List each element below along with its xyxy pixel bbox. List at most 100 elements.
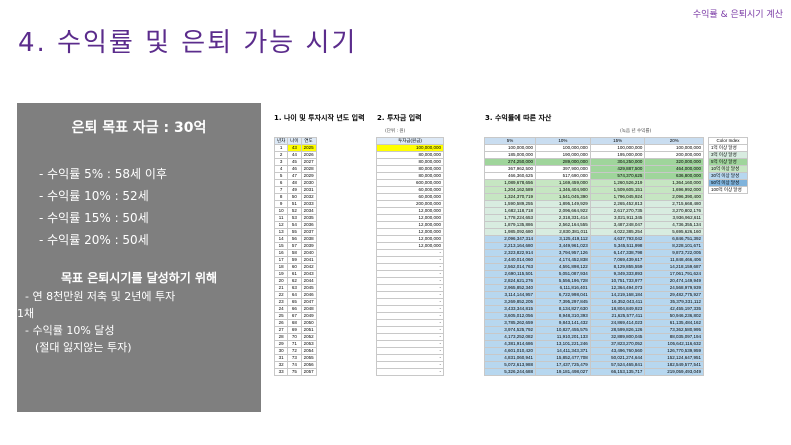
rate-line: - 수익률 5% : 58세 이후 (39, 167, 167, 181)
table-cell: 320,000,000 (644, 158, 704, 166)
table-cell: 12,000,000 (376, 214, 444, 222)
table-cell: 13 (273, 228, 289, 236)
table-cell: 1,324,370,719 (484, 193, 536, 201)
table-cell: 49 (287, 186, 302, 194)
table-cell: 2,830,381,011 (534, 228, 591, 236)
table-cell: 3,487,248,047 (589, 221, 646, 229)
table-row: 4,601,010,420 14,411,343,371 43,496,760,56… (484, 347, 704, 355)
table-cell: 1,089,678,656 (484, 179, 536, 187)
color-index-legend: Color Index 1억 이상 달성 3억 이상 달성 5억 이상 달성 10억 … (708, 137, 748, 194)
table-cell: 1,346,404,900 (534, 186, 591, 194)
col-header: 15% (589, 137, 646, 145)
table-cell: - (376, 298, 444, 306)
table-cell: - (376, 333, 444, 341)
table-row: 12,000,000 (376, 242, 444, 250)
table-cell: 3,936,962,611 (644, 214, 704, 222)
table-cell: 29,482,775,927 (644, 291, 704, 299)
table-cell: 37,823,270,052 (589, 340, 646, 348)
table-row: - (376, 270, 444, 278)
table-cell: 18,804,849,923 (589, 305, 646, 313)
table-cell: 14,219,168,184 (589, 291, 646, 299)
table-row: 2 44 2026 (273, 151, 317, 159)
table-row: - (376, 319, 444, 327)
table-row: 25 67 2049 (273, 312, 317, 320)
table-row: 15 57 2039 (273, 242, 317, 250)
table-cell: 1,879,135,886 (484, 221, 536, 229)
table-cell: - (376, 256, 444, 264)
table-row: 3,785,262,659 9,843,141,432 24,869,414,023… (484, 319, 704, 327)
table-row: 5,326,244,688 19,181,498,027 66,153,135,71… (484, 368, 704, 376)
table-cell: 9 (273, 200, 289, 208)
table-cell: 12,364,494,073 (589, 284, 646, 292)
table-cell: 28,599,826,126 (589, 326, 646, 334)
table-cell: 1,985,092,680 (484, 228, 536, 236)
table-cell: 51 (287, 200, 302, 208)
table-cell: 2 (273, 151, 289, 159)
table-cell: 24,568,979,939 (644, 284, 704, 292)
col-header: 년차 (273, 137, 289, 145)
table-cell: 24 (273, 305, 289, 313)
table-cell: 15 (273, 242, 289, 250)
table-row: - (376, 277, 444, 285)
goal-line: - 수익률 10% 달성 (25, 324, 115, 337)
legend-item: 1억 이상 달성 (708, 144, 748, 152)
table-row: 8 50 2032 (273, 193, 317, 201)
table-cell: 100,000,000 (484, 144, 536, 152)
goal-heading: 목표 은퇴시기를 달성하기 위해 (60, 271, 218, 285)
table-cell: 3,605,012,056 (484, 312, 536, 320)
table-cell: 57,524,465,841 (589, 361, 646, 369)
table-cell: 2,690,115,501 (484, 270, 536, 278)
table-cell: 2047 (300, 298, 317, 306)
table-cell: 7,069,439,617 (589, 256, 646, 264)
table-cell: 397,900,000 (534, 165, 591, 173)
table-row: 12,000,000 (376, 235, 444, 243)
table-cell: 2036 (300, 221, 317, 229)
table-cell: 28 (273, 333, 289, 341)
table-cell: 9,873,722,005 (644, 249, 704, 257)
table-row: 1,879,135,886 2,562,164,555 3,487,248,047 4… (484, 221, 704, 229)
table-cell: - (376, 354, 444, 362)
table-row: 16 58 2040 (273, 249, 317, 257)
table-cell: 600,000,000 (376, 179, 444, 187)
table-row: - (376, 291, 444, 299)
table-cell: 2035 (300, 214, 317, 222)
table-row: 2,213,164,680 3,449,961,023 5,345,511,998 8… (484, 242, 704, 250)
goal-line: - 연 8천만원 저축 및 2년에 투자 (25, 290, 176, 303)
table-row: 100,000,000 100,000,000 100,000,000 100,000… (484, 144, 704, 152)
table-row: 185,000,000 190,000,000 195,000,000 200,000… (484, 151, 704, 159)
legend-row: 30억 이상 달성 (708, 172, 748, 180)
table-cell: 16,352,043,411 (589, 298, 646, 306)
table-row: 600,000,000 (376, 179, 444, 187)
table-row: 80,000,000 (376, 165, 444, 173)
table-row: 17 59 2041 (273, 256, 317, 264)
table-cell: 8,129,855,559 (589, 263, 646, 271)
table-cell: 182,549,577,541 (644, 361, 704, 369)
legend-row: 5억 이상 달성 (708, 158, 748, 166)
table-cell: 58 (287, 249, 302, 257)
table-cell: 23 (273, 298, 289, 306)
table-cell: 61 (287, 270, 302, 278)
legend-item: 50억 이상 달성 (708, 179, 748, 187)
table-cell: 1,796,045,924 (589, 193, 646, 201)
table-cell: 63 (287, 284, 302, 292)
table-cell: 17,061,791,624 (644, 270, 704, 278)
legend-row: 3억 이상 달성 (708, 151, 748, 159)
table-cell: 2031 (300, 186, 317, 194)
table-cell: 12,000,000 (376, 207, 444, 215)
table-cell: 2052 (300, 333, 317, 341)
col-header: 5% (484, 137, 536, 145)
table-cell: 1,204,162,589 (484, 186, 536, 194)
table-row: 23 65 2047 (273, 298, 317, 306)
table-cell: 20,474,149,949 (644, 277, 704, 285)
table-cell: 55 (287, 228, 302, 236)
table-cell: 2038 (300, 235, 317, 243)
table-row: - (376, 249, 444, 257)
table-cell: 21,625,577,411 (589, 312, 646, 320)
table-cell: 50,946,236,802 (644, 312, 704, 320)
table-cell: 517,690,000 (534, 172, 591, 180)
table-cell: 274,250,000 (484, 158, 536, 166)
table-cell: 2048 (300, 305, 317, 313)
table-cell: 2,265,452,813 (589, 200, 646, 208)
table-cell: - (376, 277, 444, 285)
table-cell: 100,000,000 (589, 144, 646, 152)
